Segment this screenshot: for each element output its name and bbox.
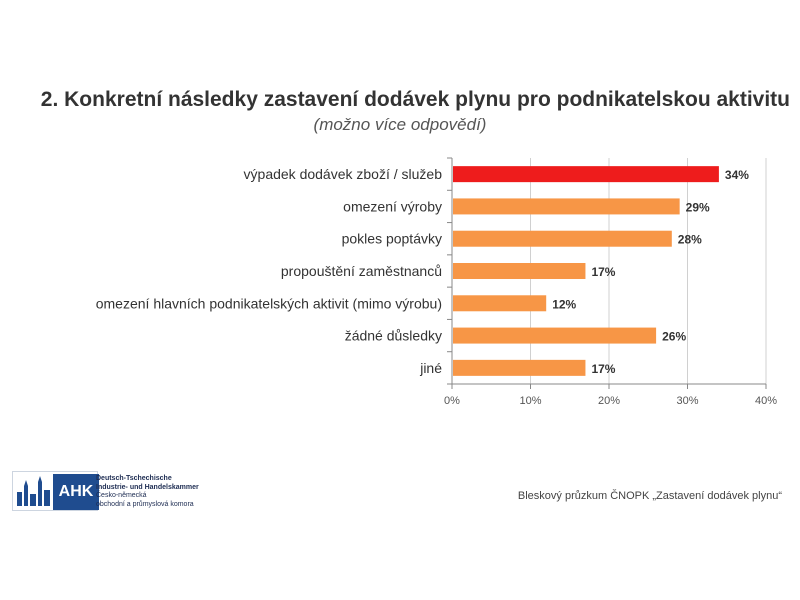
ahk-logo-text: Deutsch-Tschechische Industrie- und Hand… [96, 475, 216, 509]
data-label: 17% [591, 265, 615, 279]
category-label: jiné [419, 360, 442, 376]
category-label: výpadek dodávek zboží / služeb [244, 166, 443, 182]
category-label: propouštění zaměstnanců [281, 263, 442, 279]
x-tick-label: 30% [676, 395, 698, 407]
chart-title: 2. Konkretní následky zastavení dodávek … [40, 88, 790, 111]
x-tick-label: 0% [444, 395, 460, 407]
bar [453, 198, 680, 215]
city-skyline-icon [17, 476, 50, 506]
source-note: Bleskový průzkum ČNOPK „Zastavení dodáve… [517, 490, 782, 502]
ahk-logo-emblem: AHK [12, 471, 99, 511]
x-tick-label: 20% [598, 395, 620, 407]
bar [453, 230, 672, 247]
ahk-logo: AHK Deutsch-Tschechische Industrie- und … [12, 471, 202, 511]
logo-line-1: Deutsch-Tschechische [96, 475, 172, 482]
bar [453, 295, 547, 312]
logo-line-4: obchodní a průmyslová komora [96, 500, 194, 508]
category-label: žádné důsledky [345, 328, 442, 344]
data-label: 26% [662, 330, 686, 344]
bar [453, 166, 719, 183]
x-tick-label: 10% [519, 395, 541, 407]
data-label: 12% [552, 297, 576, 311]
logo-line-2: Industrie- und Handelskammer [96, 483, 199, 491]
x-tick-label: 40% [755, 395, 777, 407]
bar [453, 327, 657, 344]
bar [453, 263, 586, 279]
category-label: pokles poptávky [342, 231, 442, 247]
data-label: 29% [686, 200, 710, 214]
logo-line-3: Česko-německá [96, 492, 147, 499]
category-label: omezení výroby [343, 198, 442, 214]
data-label: 34% [725, 168, 749, 182]
bar [453, 359, 586, 376]
data-label: 17% [591, 362, 615, 376]
ahk-badge: AHK [53, 474, 99, 510]
chart-subtitle: (možno více odpovědí) [313, 115, 487, 134]
category-label: omezení hlavních podnikatelských aktivit… [96, 295, 442, 311]
data-label: 28% [678, 233, 702, 247]
